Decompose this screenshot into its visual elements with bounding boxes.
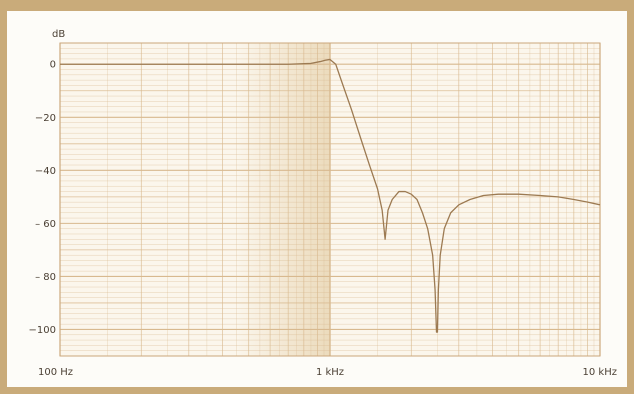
y-tick-label: – 60	[35, 219, 56, 230]
grid-layer	[59, 42, 601, 357]
y-tick-label: 0	[50, 60, 56, 71]
y-tick-label: −20	[35, 113, 56, 124]
y-tick-label: – 80	[35, 272, 56, 283]
x-tick-label: 1 kHz	[316, 367, 344, 378]
plot-border	[59, 42, 601, 357]
y-tick-label: −100	[29, 325, 56, 336]
x-tick-label: 10 kHz	[583, 367, 617, 378]
frequency-response-chart: 0 −20 −40 – 60 – 80 −100 dB 100 Hz 1 kHz 10 kHz	[29, 29, 617, 378]
y-axis-label: dB	[52, 29, 65, 40]
chart-panel: 0 −20 −40 – 60 – 80 −100 dB 100 Hz 1 kHz 10 kHz	[7, 11, 627, 387]
x-tick-label: 100 Hz	[38, 367, 73, 378]
shaded-band	[236, 43, 330, 356]
axes-layer: 0 −20 −40 – 60 – 80 −100 dB 100 Hz 1 kHz 10 kHz	[29, 29, 617, 378]
y-tick-label: −40	[35, 166, 56, 177]
series-line	[60, 58, 601, 333]
curve-layer	[60, 58, 601, 333]
